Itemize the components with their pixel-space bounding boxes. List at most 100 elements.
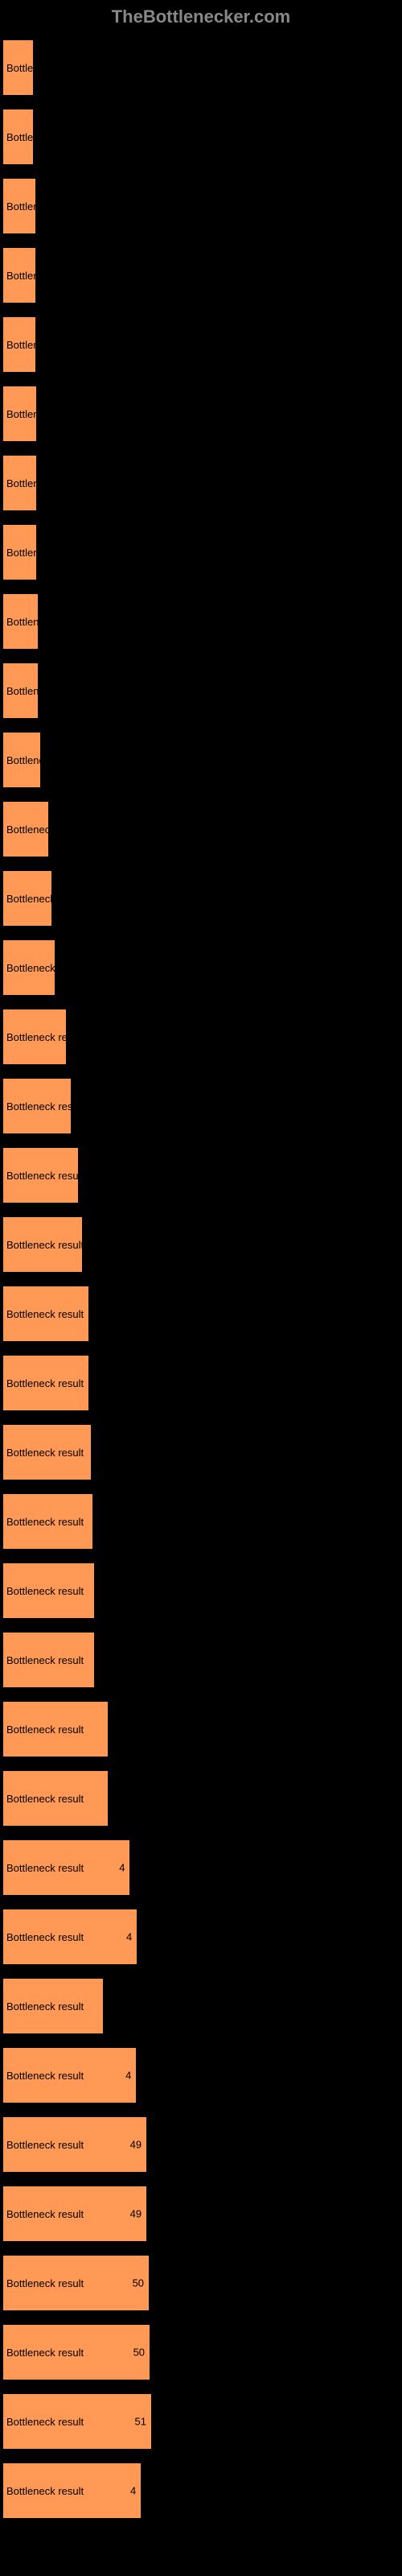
chart-row: Bottleneck result bbox=[3, 1148, 399, 1203]
bar-label: Bottleneck result bbox=[6, 339, 84, 351]
bar-wrap: Bottleneck result bbox=[3, 871, 399, 926]
bar-label: Bottleneck result bbox=[6, 1031, 84, 1043]
bar: Bottleneck result bbox=[3, 1079, 71, 1133]
bar: Bottleneck result4 bbox=[3, 1840, 129, 1895]
chart-row: Bottleneck result bbox=[3, 1633, 399, 1687]
bar-wrap: Bottleneck result51 bbox=[3, 2394, 399, 2449]
bar: Bottleneck result49 bbox=[3, 2117, 146, 2172]
bar: Bottleneck result bbox=[3, 1979, 103, 2033]
bar-label: Bottleneck result bbox=[6, 1724, 84, 1736]
bar-value: 4 bbox=[126, 1931, 132, 1943]
chart-row: Bottleneck result 4 bbox=[3, 2463, 399, 2518]
bar: Bottleneck result bbox=[3, 1771, 108, 1826]
header-title: TheBottlenecker.com bbox=[112, 6, 291, 27]
chart-row: Bottleneck result bbox=[3, 40, 399, 95]
bottleneck-bar-chart: Bottleneck resultBottleneck resultBottle… bbox=[3, 40, 399, 2518]
bar-wrap: Bottleneck result bbox=[3, 1079, 399, 1133]
bar-label: Bottleneck result bbox=[6, 2485, 84, 2497]
chart-row: Bottleneck result bbox=[3, 1563, 399, 1618]
bar: Bottleneck result 4 bbox=[3, 2048, 136, 2103]
bar-wrap: Bottleneck result bbox=[3, 1494, 399, 1549]
bar: Bottleneck result bbox=[3, 1702, 108, 1757]
bar-wrap: Bottleneck result bbox=[3, 1217, 399, 1272]
bar-value: 4 bbox=[125, 2070, 131, 2082]
bar: Bottleneck result4 bbox=[3, 1909, 137, 1964]
bar-label: Bottleneck result bbox=[6, 270, 84, 282]
bar-wrap: Bottleneck result bbox=[3, 1979, 399, 2033]
chart-row: Bottleneck result bbox=[3, 1979, 399, 2033]
bar-wrap: Bottleneck result bbox=[3, 1286, 399, 1341]
bar-label: Bottleneck result bbox=[6, 62, 84, 74]
bar-wrap: Bottleneck result4 bbox=[3, 1909, 399, 1964]
chart-row: Bottleneck result bbox=[3, 733, 399, 787]
bar: Bottleneck result bbox=[3, 1217, 82, 1272]
chart-row: Bottleneck result50 bbox=[3, 2325, 399, 2380]
bar: Bottleneck result bbox=[3, 1356, 88, 1410]
bar: Bottleneck result 4 bbox=[3, 2463, 141, 2518]
chart-row: Bottleneck result bbox=[3, 871, 399, 926]
chart-row: Bottleneck result bbox=[3, 802, 399, 857]
bar-label: Bottleneck result bbox=[6, 1585, 84, 1597]
bar-label: Bottleneck result bbox=[6, 2070, 84, 2082]
bar-wrap: Bottleneck result bbox=[3, 1633, 399, 1687]
chart-row: Bottleneck result bbox=[3, 1494, 399, 1549]
bar: Bottleneck result bbox=[3, 248, 35, 303]
chart-row: Bottleneck result bbox=[3, 456, 399, 510]
bar: Bottleneck result bbox=[3, 1494, 92, 1549]
bar-label: Bottleneck result bbox=[6, 1516, 84, 1528]
bar-wrap: Bottleneck result bbox=[3, 456, 399, 510]
bar: Bottleneck result bbox=[3, 179, 35, 233]
bar: Bottleneck result bbox=[3, 456, 36, 510]
bar-label: Bottleneck result bbox=[6, 547, 84, 559]
bar: Bottleneck result50 bbox=[3, 2256, 149, 2310]
chart-row: Bottleneck result bbox=[3, 317, 399, 372]
bar: Bottleneck result bbox=[3, 802, 48, 857]
chart-row: Bottleneck result49 bbox=[3, 2186, 399, 2241]
bar: Bottleneck result bbox=[3, 1425, 91, 1480]
chart-row: Bottleneck result bbox=[3, 940, 399, 995]
chart-row: Bottleneck result bbox=[3, 525, 399, 580]
bar-wrap: Bottleneck result bbox=[3, 1563, 399, 1618]
bar-label: Bottleneck result bbox=[6, 1239, 84, 1251]
bar-label: Bottleneck result bbox=[6, 1170, 84, 1182]
bar-value: 50 bbox=[133, 2277, 144, 2289]
bar: Bottleneck result bbox=[3, 871, 51, 926]
chart-row: Bottleneck result bbox=[3, 248, 399, 303]
bar-wrap: Bottleneck result bbox=[3, 594, 399, 649]
bar-wrap: Bottleneck result bbox=[3, 733, 399, 787]
bar-wrap: Bottleneck result bbox=[3, 663, 399, 718]
bar-wrap: Bottleneck result bbox=[3, 1425, 399, 1480]
bar-wrap: Bottleneck result49 bbox=[3, 2186, 399, 2241]
bar: Bottleneck result bbox=[3, 940, 55, 995]
bar-wrap: Bottleneck result bbox=[3, 179, 399, 233]
bar-wrap: Bottleneck result bbox=[3, 40, 399, 95]
chart-row: Bottleneck result bbox=[3, 663, 399, 718]
bar-label: Bottleneck result bbox=[6, 477, 84, 489]
bar-label: Bottleneck result bbox=[6, 1377, 84, 1389]
bar-label: Bottleneck result bbox=[6, 408, 84, 420]
bar-wrap: Bottleneck result 4 bbox=[3, 2463, 399, 2518]
bar: Bottleneck result bbox=[3, 1009, 66, 1064]
bar-value: 4 bbox=[130, 2485, 136, 2497]
chart-row: Bottleneck result bbox=[3, 1356, 399, 1410]
bar: Bottleneck result50 bbox=[3, 2325, 150, 2380]
bar-wrap: Bottleneck result50 bbox=[3, 2256, 399, 2310]
bar-label: Bottleneck result bbox=[6, 1654, 84, 1666]
bar-value: 51 bbox=[135, 2416, 146, 2428]
bar: Bottleneck result bbox=[3, 594, 38, 649]
bar: Bottleneck result51 bbox=[3, 2394, 151, 2449]
bar-wrap: Bottleneck result bbox=[3, 940, 399, 995]
bar-label: Bottleneck result bbox=[6, 2347, 84, 2359]
bar-label: Bottleneck result bbox=[6, 1793, 84, 1805]
bar-wrap: Bottleneck result bbox=[3, 1702, 399, 1757]
chart-row: Bottleneck result50 bbox=[3, 2256, 399, 2310]
bar-label: Bottleneck result bbox=[6, 962, 84, 974]
bar-wrap: Bottleneck result bbox=[3, 802, 399, 857]
chart-row: Bottleneck result bbox=[3, 386, 399, 441]
bar: Bottleneck result bbox=[3, 525, 36, 580]
bar-value: 4 bbox=[119, 1862, 125, 1874]
bar-value: 49 bbox=[130, 2139, 142, 2151]
bar-label: Bottleneck result bbox=[6, 616, 84, 628]
chart-row: Bottleneck result bbox=[3, 1286, 399, 1341]
chart-row: Bottleneck result bbox=[3, 1217, 399, 1272]
